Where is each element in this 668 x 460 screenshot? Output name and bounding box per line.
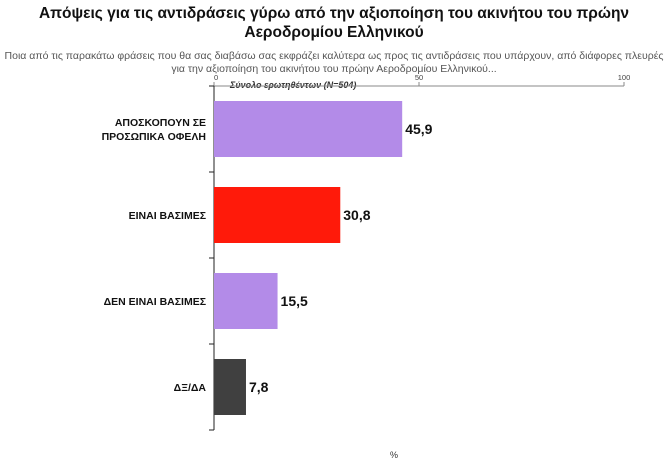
tick-label: 100 (618, 73, 631, 82)
unit-label: % (390, 450, 399, 460)
category-label: ΕΙΝΑΙ ΒΑΣΙΜΕΣ (129, 210, 206, 222)
bar (214, 273, 278, 329)
data-label: 45,9 (405, 121, 432, 137)
category-label: ΔΕΝ ΕΙΝΑΙ ΒΑΣΙΜΕΣ (104, 296, 206, 308)
chart-subtitle: Ποια από τις παρακάτω φράσεις που θα σας… (4, 50, 664, 75)
bar (214, 187, 341, 243)
bar (214, 101, 403, 157)
category-label: ΔΞ/ΔΑ (174, 382, 207, 394)
tick-label: 50 (415, 73, 423, 82)
category-label: ΑΠΟΣΚΟΠΟΥΝ ΣΕ (115, 117, 206, 129)
category-label: ΠΡΟΣΩΠΙΚΑ ΟΦΕΛΗ (102, 131, 206, 143)
base-label: Σύνολο ερωτηθέντων (N=504) (230, 80, 357, 90)
bar (214, 359, 246, 415)
data-label: 7,8 (249, 379, 269, 395)
chart-title: Απόψεις για τις αντιδράσεις γύρω από την… (38, 5, 630, 41)
data-label: 15,5 (281, 293, 308, 309)
data-label: 30,8 (343, 207, 370, 223)
tick-label: 0 (214, 73, 218, 82)
